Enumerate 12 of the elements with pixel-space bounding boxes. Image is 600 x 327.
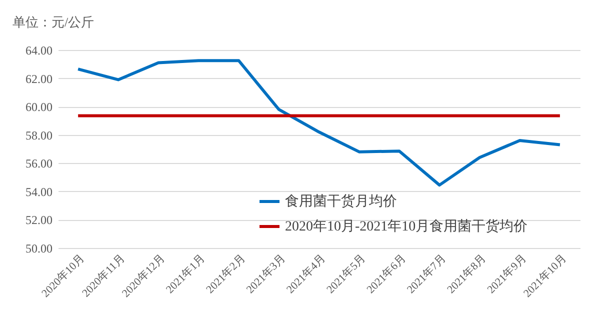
y-tick-label: 52.00 — [26, 213, 52, 228]
y-tick-label: 50.00 — [26, 242, 52, 256]
y-tick-label: 54.00 — [26, 184, 52, 199]
y-tick-label: 56.00 — [26, 156, 52, 171]
line-series — [76, 59, 562, 187]
y-tick-label: 58.00 — [26, 128, 52, 142]
legend-label: 食用菌干货月均价 — [285, 194, 397, 210]
y-tick-label: 60.00 — [26, 100, 52, 114]
y-axis-title: 单位：元/公斤 — [12, 14, 94, 30]
legend-label: 2020年10月-2021年10月食用菌干货均价 — [285, 218, 528, 234]
y-tick-label: 64.00 — [26, 44, 52, 58]
y-tick-label: 62.00 — [26, 72, 52, 86]
